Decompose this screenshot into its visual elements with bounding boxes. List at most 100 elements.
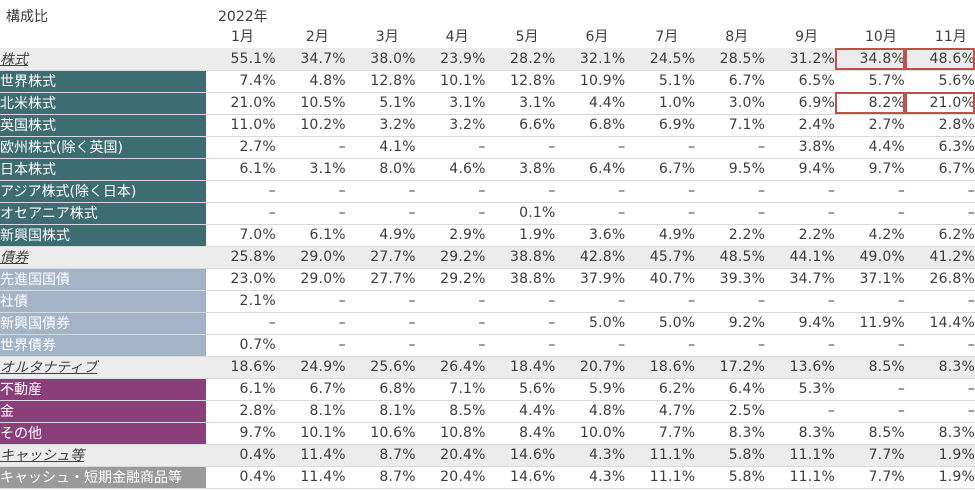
value-cell: 8.3% xyxy=(904,356,975,379)
value-cell: 4.8% xyxy=(555,400,626,423)
value-cell: – xyxy=(765,290,836,313)
value-cell: – xyxy=(275,136,346,159)
value-cell: – xyxy=(835,378,905,401)
value-cell: 7.7% xyxy=(835,444,905,467)
row-label: 新興国債券 xyxy=(0,312,207,335)
value-cell: 29.0% xyxy=(275,246,346,269)
category-row: 株式 55.1% 34.7% 38.0% 23.9% 28.2% 32.1% 24.5% 28.… xyxy=(0,48,975,71)
value-cell: 5.3% xyxy=(765,378,836,401)
value-cell: 11.1% xyxy=(765,444,836,467)
value-cell: 32.1% xyxy=(555,48,626,71)
month-header: 4月 xyxy=(445,29,469,45)
value-cell: 1.9% xyxy=(485,224,556,247)
row-label: 英国株式 xyxy=(0,114,207,137)
value-cell: 11.4% xyxy=(275,466,346,489)
value-cell: 24.9% xyxy=(275,356,346,379)
value-cell: 55.1% xyxy=(206,48,276,71)
value-cell: 8.7% xyxy=(345,444,416,467)
value-cell: – xyxy=(206,180,276,203)
value-cell: – xyxy=(345,180,416,203)
value-cell: 3.1% xyxy=(415,92,486,115)
value-cell: 4.8% xyxy=(275,70,346,93)
value-cell: 9.7% xyxy=(206,422,276,445)
value-cell: 6.6% xyxy=(485,114,556,137)
value-cell: – xyxy=(835,400,905,423)
value-cell: 3.2% xyxy=(415,114,486,137)
value-cell: 5.9% xyxy=(555,378,626,401)
table-row: その他 9.7% 10.1% 10.6% 10.8% 8.4% 10.0% 7.7% 8.3% 8… xyxy=(0,422,975,445)
value-cell: – xyxy=(904,202,975,225)
value-cell: 9.4% xyxy=(765,312,836,335)
value-cell: 10.1% xyxy=(275,422,346,445)
row-label: オセアニア株式 xyxy=(0,202,207,225)
value-cell: 6.9% xyxy=(625,114,696,137)
value-cell: 4.3% xyxy=(555,466,626,489)
composition-grid: 株式 55.1% 34.7% 38.0% 23.9% 28.2% 32.1% 24.5% 28.… xyxy=(0,48,975,489)
value-cell: 3.2% xyxy=(345,114,416,137)
value-cell: 2.4% xyxy=(765,114,836,137)
value-cell: 0.4% xyxy=(206,444,276,467)
value-cell: 4.9% xyxy=(345,224,416,247)
value-cell: 18.6% xyxy=(206,356,276,379)
row-label: 世界株式 xyxy=(0,70,207,93)
category-row: オルタナティブ 18.6% 24.9% 25.6% 26.4% 18.4% 20.7% 18.… xyxy=(0,356,975,379)
value-cell: – xyxy=(695,136,766,159)
value-cell: 6.2% xyxy=(904,224,975,247)
value-cell: 10.0% xyxy=(555,422,626,445)
value-cell: 2.1% xyxy=(206,290,276,313)
value-cell: – xyxy=(904,378,975,401)
row-label: 北米株式 xyxy=(0,92,207,115)
value-cell: – xyxy=(555,202,626,225)
table-row: 世界株式 7.4% 4.8% 12.8% 10.1% 12.8% 10.9% 5.1% 6.7%… xyxy=(0,70,975,93)
month-header-row: 1月 2月 3月 4月 5月 6月 7月 8月 9月 10月 11月 xyxy=(206,26,975,46)
value-cell: 8.3% xyxy=(904,422,975,445)
value-cell: 10.9% xyxy=(555,70,626,93)
value-cell: 6.4% xyxy=(695,378,766,401)
value-cell: 6.2% xyxy=(625,378,696,401)
value-cell: 14.6% xyxy=(485,444,556,467)
value-cell: – xyxy=(415,180,486,203)
value-cell: 18.6% xyxy=(625,356,696,379)
value-cell: 12.8% xyxy=(485,70,556,93)
value-cell: 5.6% xyxy=(485,378,556,401)
value-cell: 20.4% xyxy=(415,444,486,467)
value-cell: – xyxy=(835,334,905,357)
value-cell: 0.4% xyxy=(206,466,276,489)
value-cell: – xyxy=(485,334,556,357)
value-cell: 5.7% xyxy=(835,70,905,93)
value-cell: – xyxy=(625,290,696,313)
value-cell: 6.4% xyxy=(555,158,626,181)
value-cell: 17.2% xyxy=(695,356,766,379)
value-cell: 12.8% xyxy=(345,70,416,93)
value-cell: 24.5% xyxy=(625,48,696,71)
value-cell: – xyxy=(345,290,416,313)
value-cell: 38.0% xyxy=(345,48,416,71)
value-cell: – xyxy=(765,400,836,423)
value-cell: 2.7% xyxy=(206,136,276,159)
value-cell: 8.5% xyxy=(415,400,486,423)
value-cell: 8.3% xyxy=(695,422,766,445)
value-cell: 4.4% xyxy=(555,92,626,115)
value-cell: 7.0% xyxy=(206,224,276,247)
value-cell: 28.5% xyxy=(695,48,766,71)
value-cell: 6.7% xyxy=(695,70,766,93)
value-cell: – xyxy=(485,290,556,313)
value-cell: 5.0% xyxy=(555,312,626,335)
value-cell: 6.5% xyxy=(765,70,836,93)
value-cell: 10.6% xyxy=(345,422,416,445)
category-label: オルタナティブ xyxy=(0,356,207,379)
month-header: 9月 xyxy=(795,29,819,45)
value-cell: 3.0% xyxy=(695,92,766,115)
value-cell: – xyxy=(835,180,905,203)
value-cell: 8.5% xyxy=(835,356,905,379)
month-header: 6月 xyxy=(585,29,609,45)
value-cell: 3.8% xyxy=(765,136,836,159)
value-cell: 9.5% xyxy=(695,158,766,181)
value-cell: – xyxy=(555,136,626,159)
table-row: オセアニア株式 – – – –0.1% – – – – – – xyxy=(0,202,975,225)
row-label: 欧州株式(除く英国) xyxy=(0,136,207,159)
value-cell: 38.8% xyxy=(485,268,556,291)
value-cell: 29.2% xyxy=(415,246,486,269)
value-cell: 49.0% xyxy=(835,246,905,269)
